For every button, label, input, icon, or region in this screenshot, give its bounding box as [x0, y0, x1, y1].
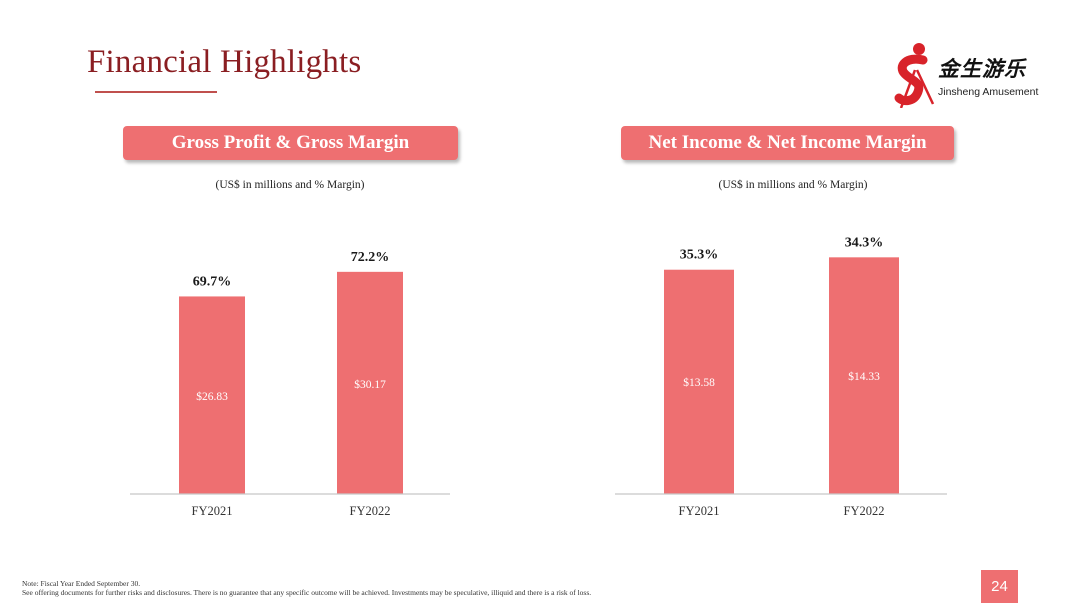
margin-label: 72.2% — [351, 250, 390, 265]
logo-name: 金生游乐 — [938, 57, 1026, 81]
bar-fy2022 — [337, 271, 403, 494]
slide-title: Financial Highlights — [87, 44, 362, 80]
bar-fy2021 — [179, 296, 245, 494]
company-logo: 金生游乐 Jinsheng Amusement — [893, 40, 1053, 110]
x-tick-label: FY2022 — [350, 504, 391, 518]
bar-value-label: $26.83 — [196, 390, 228, 403]
bar-fy2021 — [664, 269, 734, 494]
footnote-line-2: See offering documents for further risks… — [22, 588, 592, 597]
panel-header-net-income: Net Income & Net Income Margin — [621, 126, 954, 160]
x-tick-label: FY2021 — [192, 504, 233, 518]
margin-label: 34.3% — [845, 235, 884, 250]
logo-subtitle: Jinsheng Amusement — [938, 86, 1039, 98]
margin-label: 69.7% — [193, 274, 232, 289]
net-income-chart: $13.58 35.3% FY2021 $14.33 34.3% FY2022 — [615, 235, 947, 518]
x-tick-label: FY2022 — [844, 504, 885, 518]
gross-profit-chart: $26.83 69.7% FY2021 $30.17 72.2% FY2022 — [130, 250, 450, 518]
panel-subtitle-gross-profit: (US$ in millions and % Margin) — [215, 179, 365, 191]
margin-label: 35.3% — [680, 248, 719, 263]
footnote: Note: Fiscal Year Ended September 30. Se… — [22, 579, 591, 597]
footnote-line-1: Note: Fiscal Year Ended September 30. — [22, 579, 141, 588]
page-number: 24 — [981, 570, 1018, 603]
bar-fy2022 — [829, 257, 899, 494]
bar-value-label: $30.17 — [354, 378, 386, 391]
title-underline — [95, 91, 217, 93]
bar-value-label: $13.58 — [683, 376, 715, 389]
logo-mark-icon — [894, 43, 935, 109]
bar-value-label: $14.33 — [848, 370, 880, 383]
x-tick-label: FY2021 — [679, 504, 720, 518]
panel-subtitle-net-income: (US$ in millions and % Margin) — [718, 179, 868, 191]
panel-header-gross-profit: Gross Profit & Gross Margin — [123, 126, 458, 160]
